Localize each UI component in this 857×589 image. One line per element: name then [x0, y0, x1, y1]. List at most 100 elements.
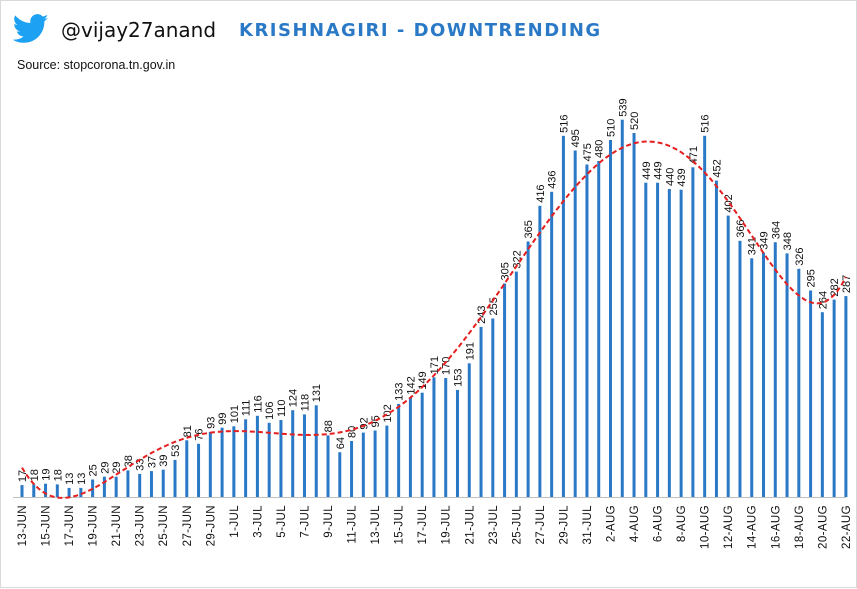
- bar: [561, 135, 565, 498]
- bar: [291, 410, 295, 497]
- bar: [844, 296, 848, 497]
- data-label: 305: [500, 262, 512, 280]
- twitter-handle: @vijay27anand: [61, 18, 217, 42]
- x-tick-label: 22-AUG: [841, 505, 853, 549]
- data-label: 452: [711, 159, 723, 177]
- bar: [185, 440, 189, 497]
- x-tick-label: 21-JUN: [111, 505, 123, 546]
- bar: [338, 452, 342, 497]
- data-label: 348: [782, 232, 794, 250]
- bar: [126, 470, 130, 497]
- x-tick-label: 2-AUG: [606, 505, 618, 542]
- bar: [585, 164, 589, 497]
- bar: [691, 167, 695, 498]
- bar: [491, 318, 495, 497]
- data-label: 38: [123, 455, 135, 467]
- bar: [656, 182, 660, 497]
- data-label: 19: [41, 468, 53, 480]
- source-note: Source: stopcorona.tn.gov.in: [17, 58, 176, 72]
- x-tick-label: 31-JUL: [582, 505, 594, 545]
- bar: [797, 268, 801, 497]
- x-tick-label: 17-JUL: [417, 505, 429, 545]
- x-tick-label: 29-JUN: [205, 505, 217, 546]
- bar: [67, 487, 71, 497]
- data-label: 326: [794, 247, 806, 265]
- bar: [573, 150, 577, 497]
- x-tick-label: 25-JUN: [158, 505, 170, 546]
- trendline: [21, 140, 847, 499]
- data-label: 516: [700, 114, 712, 132]
- bar: [762, 252, 766, 497]
- data-label: 37: [146, 456, 158, 468]
- data-label: 341: [747, 237, 759, 255]
- data-label: 480: [594, 140, 606, 158]
- data-label: 516: [558, 114, 570, 132]
- x-tick-label: 15-JUN: [41, 505, 53, 546]
- bar: [279, 420, 283, 497]
- data-label: 153: [452, 369, 464, 387]
- bar: [220, 427, 224, 497]
- data-label: 76: [194, 429, 206, 441]
- bar: [385, 425, 389, 497]
- data-label: 365: [523, 220, 535, 238]
- bar: [738, 240, 742, 498]
- bar: [32, 484, 36, 497]
- data-label: 29: [99, 461, 111, 473]
- x-tick-label: 4-AUG: [629, 505, 641, 542]
- x-tick-label: 25-JUL: [511, 505, 523, 545]
- bar: [644, 182, 648, 497]
- x-tick-label: 17-JUN: [64, 505, 76, 546]
- data-label: 449: [653, 161, 665, 179]
- bar: [467, 363, 471, 497]
- bar: [208, 431, 212, 497]
- x-tick-label: 6-AUG: [653, 505, 665, 542]
- bar: [526, 241, 530, 497]
- data-label: 510: [606, 119, 618, 137]
- data-label: 149: [417, 371, 429, 389]
- data-label: 449: [641, 161, 653, 179]
- data-label: 366: [735, 219, 747, 237]
- x-tick-label: 23-JUN: [135, 505, 147, 546]
- data-label: 81: [182, 425, 194, 437]
- bar: [314, 405, 318, 497]
- bar: [714, 180, 718, 497]
- x-tick-label: 7-JUL: [299, 505, 311, 538]
- data-label: 116: [252, 395, 264, 413]
- bar: [432, 377, 436, 497]
- x-tick-label: 13-JUN: [17, 505, 29, 546]
- bar: [832, 299, 836, 497]
- bar: [809, 290, 813, 497]
- x-tick-label: 27-JUN: [182, 505, 194, 546]
- bar: [326, 435, 330, 497]
- data-label: 416: [535, 184, 547, 202]
- twitter-bird-icon: [13, 14, 49, 43]
- data-label: 13: [76, 473, 88, 485]
- x-tick-label: 11-JUL: [347, 505, 359, 544]
- bar: [149, 471, 153, 497]
- data-label: 191: [464, 342, 476, 360]
- bar: [138, 473, 142, 497]
- bar: [302, 414, 306, 497]
- bar: [503, 283, 507, 497]
- data-label: 111: [241, 400, 253, 417]
- data-label: 25: [88, 464, 100, 476]
- data-label: 287: [841, 275, 853, 293]
- bar: [514, 271, 518, 497]
- data-label: 436: [547, 170, 559, 188]
- x-tick-label: 21-JUL: [464, 505, 476, 545]
- data-label: 124: [288, 389, 300, 407]
- data-label: 255: [488, 297, 500, 315]
- bar: [161, 469, 165, 497]
- bar: [820, 312, 824, 497]
- x-tick-label: 27-JUL: [535, 505, 547, 545]
- x-tick-label: 1-JUL: [229, 505, 241, 538]
- data-label: 282: [829, 278, 841, 296]
- bar: [726, 215, 730, 497]
- bar: [91, 479, 95, 497]
- bar: [479, 326, 483, 497]
- data-label: 133: [394, 383, 406, 401]
- data-label: 13: [64, 473, 76, 485]
- bar: [773, 242, 777, 497]
- data-label: 102: [382, 404, 394, 422]
- x-tick-label: 16-AUG: [770, 505, 782, 549]
